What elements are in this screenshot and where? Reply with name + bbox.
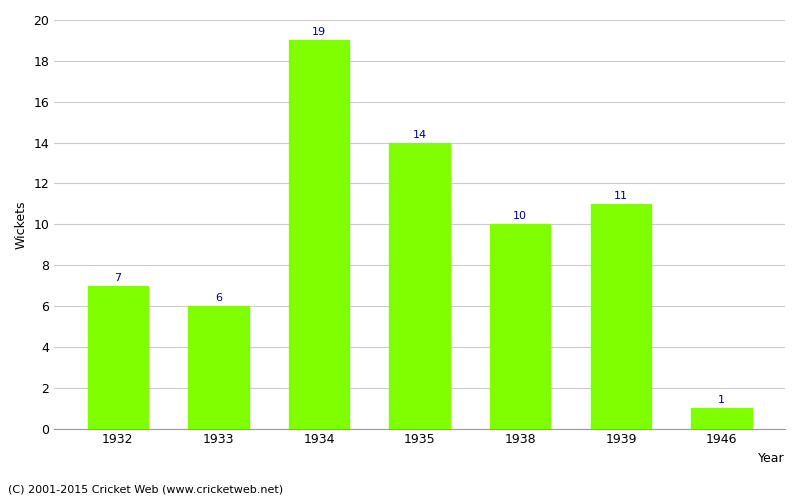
Text: 11: 11: [614, 191, 628, 201]
Text: 6: 6: [215, 293, 222, 303]
Bar: [188, 306, 249, 428]
Bar: [590, 204, 651, 428]
Bar: [87, 286, 148, 428]
X-axis label: Year: Year: [758, 452, 785, 465]
Bar: [289, 40, 349, 428]
Text: 10: 10: [514, 211, 527, 221]
Bar: [691, 408, 752, 428]
Text: 7: 7: [114, 272, 122, 282]
Text: 19: 19: [312, 28, 326, 38]
Text: (C) 2001-2015 Cricket Web (www.cricketweb.net): (C) 2001-2015 Cricket Web (www.cricketwe…: [8, 485, 283, 495]
Text: 14: 14: [413, 130, 426, 140]
Y-axis label: Wickets: Wickets: [15, 200, 28, 248]
Bar: [490, 224, 550, 428]
Text: 1: 1: [718, 395, 725, 405]
Bar: [390, 142, 450, 429]
